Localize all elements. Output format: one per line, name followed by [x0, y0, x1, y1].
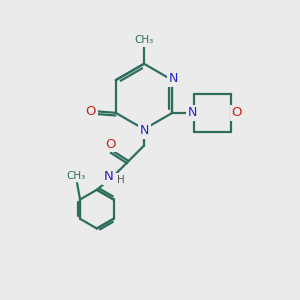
Text: O: O [232, 106, 242, 119]
Text: N: N [168, 72, 178, 85]
Text: H: H [117, 175, 124, 185]
Text: N: N [140, 124, 149, 137]
Text: CH₃: CH₃ [66, 171, 85, 181]
Text: O: O [106, 138, 116, 151]
Text: N: N [104, 170, 114, 183]
Text: CH₃: CH₃ [134, 35, 154, 45]
Text: O: O [85, 105, 96, 118]
Text: N: N [188, 106, 197, 119]
